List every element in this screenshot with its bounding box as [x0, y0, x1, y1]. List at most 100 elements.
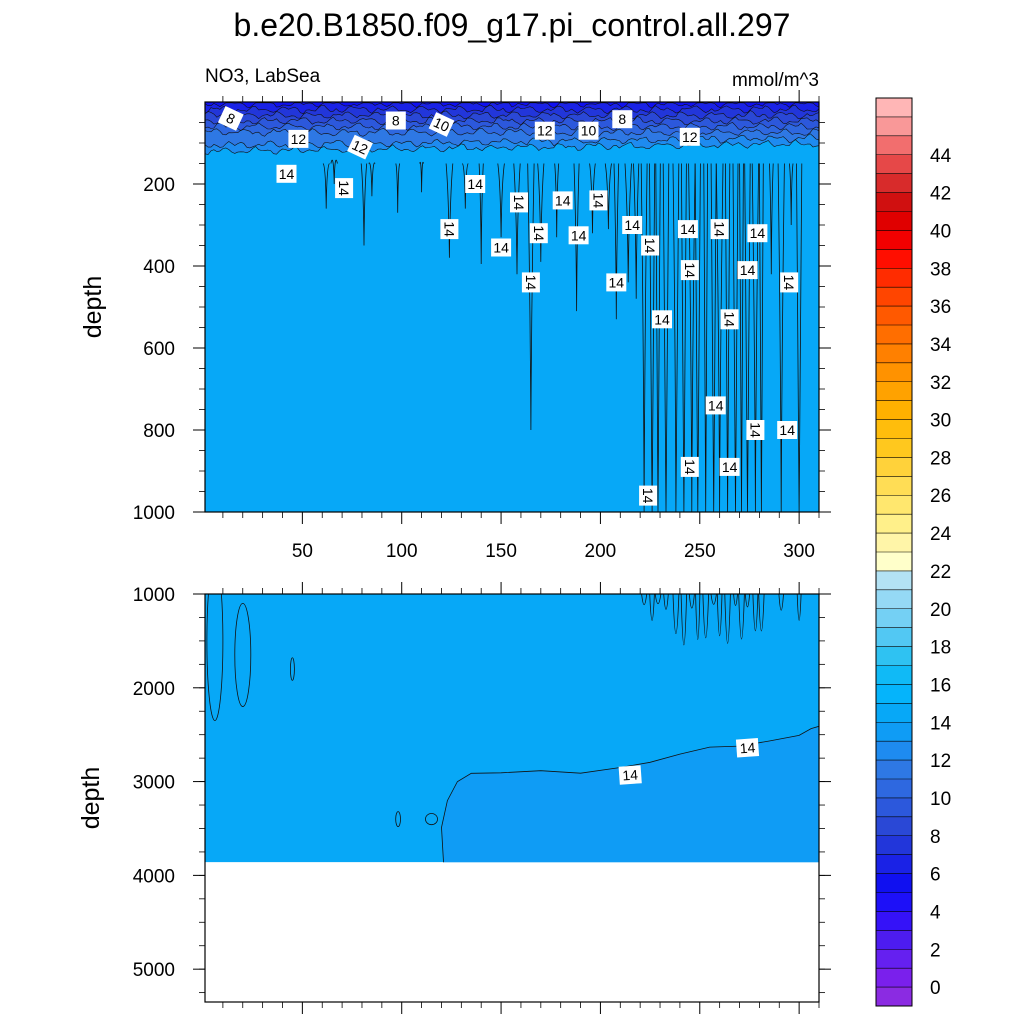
lower-panel-contours: [206, 594, 819, 863]
contour-label: 14: [465, 175, 486, 193]
contour-spike: [655, 163, 661, 512]
contour-label: 12: [347, 134, 373, 160]
colorbar-swatch: [876, 930, 912, 950]
contour-blob: [206, 594, 224, 721]
colorbar-swatch: [876, 627, 912, 647]
contour-label: 14: [719, 457, 740, 476]
colorbar-swatch: [876, 873, 912, 893]
contour-label: 14: [777, 421, 798, 439]
contour-label: 14: [747, 224, 768, 243]
contour-spike: [419, 161, 424, 193]
contour-label: 14: [552, 191, 573, 210]
colorbar-swatch: [876, 552, 912, 572]
colorbar-swatch: [876, 419, 912, 439]
contour-label-text: 14: [740, 262, 756, 278]
contour-label-text: 14: [511, 195, 527, 211]
contour-label-box: [606, 273, 627, 292]
contour-spike: [688, 594, 695, 609]
colorbar-swatch: [876, 154, 912, 174]
contour-spike: [716, 594, 723, 636]
contour-spike: [445, 163, 454, 258]
contour-spike: [604, 163, 612, 230]
colorbar-tick-label: 40: [930, 221, 951, 242]
contour-label: 14: [705, 396, 726, 415]
contour-spike: [725, 163, 731, 512]
contour-label: 8: [385, 111, 406, 130]
contour-label: 14: [335, 178, 354, 199]
contour-label-box: [679, 127, 700, 146]
colorbar-swatch: [876, 570, 912, 591]
contour-label-box: [677, 220, 698, 239]
colorbar-swatch: [876, 457, 912, 477]
colorbar-tick-label: 2: [930, 940, 941, 961]
contour-label: 14: [639, 485, 658, 506]
contour-label-box: [534, 121, 555, 140]
contour-label-box: [737, 261, 758, 280]
contour-label-box: [622, 216, 643, 234]
contour-label: 14: [710, 219, 729, 240]
contour-label-text: 14: [642, 238, 658, 254]
surface-contour: [205, 102, 819, 132]
colorbar-swatch: [876, 703, 912, 723]
units-label: mmol/m^3: [732, 70, 819, 91]
colorbar-swatch: [876, 230, 912, 250]
contour-spike: [715, 163, 724, 512]
contour-spike: [649, 594, 655, 621]
y-tick-label: 3000: [133, 773, 175, 794]
contour-label-box: [491, 238, 512, 257]
contour-spike: [554, 163, 560, 238]
contour-label: 14: [735, 738, 760, 758]
colorbar-swatch: [876, 797, 912, 818]
surface-contour: [205, 102, 819, 126]
contour-label: 14: [680, 260, 699, 281]
contour-label-box: [705, 396, 726, 415]
colorbar-tick-label: 22: [930, 562, 951, 583]
colorbar-swatch: [876, 722, 912, 742]
colorbar-swatch: [876, 533, 912, 553]
x-tick-label: 300: [783, 541, 815, 562]
y-tick-label: 1000: [133, 585, 175, 606]
contour-label-text: 14: [523, 275, 539, 291]
contour-spike: [672, 163, 680, 512]
contour-spike: [395, 163, 401, 213]
contour-label-text: 14: [279, 166, 295, 182]
contour-spike: [497, 163, 505, 238]
chart-title: b.e20.B1850.f09_g17.pi_control.all.297: [234, 7, 791, 43]
contour-label-box: [641, 235, 660, 256]
colorbar-swatch: [876, 192, 912, 212]
contour-spike: [663, 594, 669, 610]
contour-label-box: [589, 190, 608, 211]
colorbar-tick-label: 24: [930, 524, 952, 545]
colorbar-swatch: [876, 514, 912, 534]
contour-label: 14: [652, 310, 672, 329]
colorbar-tick-label: 4: [930, 902, 941, 923]
contour-spike: [633, 163, 640, 299]
contour-spike: [744, 594, 750, 608]
colorbar-swatch: [876, 400, 912, 420]
contour-label: 10: [578, 121, 599, 140]
colorbar-swatch: [876, 684, 912, 704]
colorbar-swatch: [876, 854, 912, 874]
colorbar-tick-label: 20: [930, 600, 951, 621]
contour-label: 14: [276, 164, 297, 183]
contour-spike: [724, 594, 731, 644]
contour-label: 14: [440, 219, 459, 240]
contour-label: 14: [529, 223, 548, 244]
plot-frame: [204, 593, 820, 1003]
contour-spike: [738, 594, 745, 640]
contour-label-box: [735, 738, 760, 758]
contour-spike: [613, 163, 620, 320]
contour-label-box: [510, 192, 528, 213]
colorbar-swatch: [876, 911, 912, 931]
contour-label-text: 14: [750, 225, 766, 241]
colorbar-tick-label: 16: [930, 675, 951, 696]
surface-contour: [205, 102, 819, 120]
contour-label-text: 14: [609, 274, 625, 290]
contour-spike: [624, 163, 632, 283]
contour-label-text: 14: [682, 262, 698, 278]
contour-label-box: [710, 219, 729, 240]
contour-label-text: 14: [441, 221, 457, 237]
contour-label-box: [385, 111, 406, 130]
contour-spike: [589, 163, 596, 234]
colorbar-swatch: [876, 987, 912, 1007]
